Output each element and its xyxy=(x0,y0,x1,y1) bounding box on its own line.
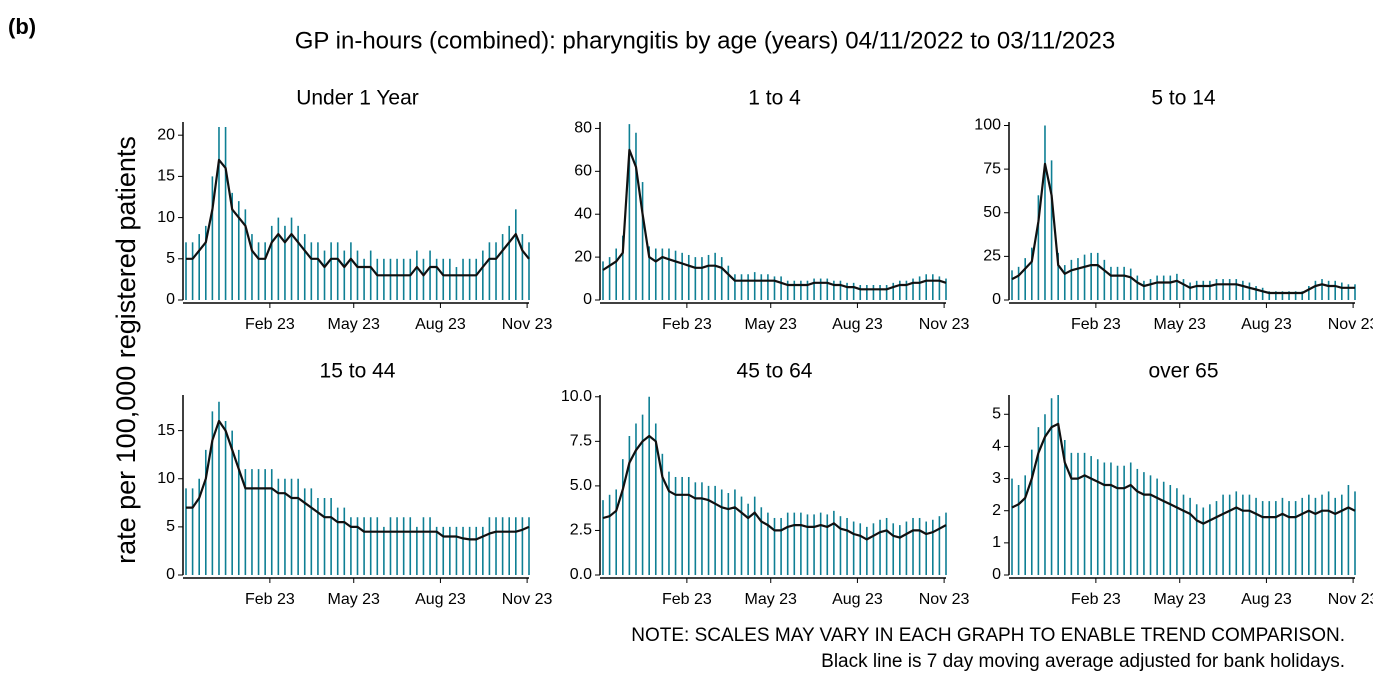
x-tick-label: May 23 xyxy=(1153,591,1206,608)
panel-title: 1 to 4 xyxy=(748,87,801,110)
moving-average-line xyxy=(602,148,947,291)
y-tick-label: 80 xyxy=(574,120,592,137)
panel-title: 45 to 64 xyxy=(737,360,813,383)
y-tick-label: 3 xyxy=(992,470,1001,487)
y-tick-label: 20 xyxy=(157,126,175,143)
moving-average-line xyxy=(186,158,530,277)
y-tick-label: 50 xyxy=(983,204,1001,221)
x-tick-label: Nov 23 xyxy=(502,316,553,333)
panel-title: 15 to 44 xyxy=(320,360,396,383)
panel-title: Under 1 Year xyxy=(296,87,419,110)
y-tick-label: 15 xyxy=(157,168,175,185)
x-tick-label: Aug 23 xyxy=(415,591,466,608)
note: Black line is 7 day moving average adjus… xyxy=(821,651,1345,672)
panel-title: 5 to 14 xyxy=(1151,87,1216,110)
x-tick-label: Nov 23 xyxy=(502,591,553,608)
y-tick-label: 60 xyxy=(574,163,592,180)
x-tick-label: May 23 xyxy=(744,591,797,608)
y-tick-label: 0 xyxy=(992,291,1001,308)
x-tick-label: Feb 23 xyxy=(1071,316,1121,333)
y-tick-label: 7.5 xyxy=(570,433,592,450)
moving-average-line xyxy=(1011,162,1355,295)
y-tick-label: 0 xyxy=(166,291,175,308)
y-tick-label: 20 xyxy=(574,248,592,265)
x-tick-label: May 23 xyxy=(1153,316,1206,333)
y-tick-label: 25 xyxy=(983,248,1001,265)
y-tick-label: 0 xyxy=(583,291,592,308)
x-tick-label: May 23 xyxy=(327,591,380,608)
x-tick-label: May 23 xyxy=(744,316,797,333)
x-tick-label: Nov 23 xyxy=(919,591,970,608)
x-tick-label: Aug 23 xyxy=(1241,591,1292,608)
moving-average-line xyxy=(602,434,947,541)
x-tick-label: May 23 xyxy=(327,316,380,333)
note: NOTE: SCALES MAY VARY IN EACH GRAPH TO E… xyxy=(631,625,1345,646)
y-tick-label: 0 xyxy=(166,566,175,583)
x-tick-label: Feb 23 xyxy=(245,316,295,333)
y-tick-label: 5.0 xyxy=(570,477,592,494)
y-tick-label: 4 xyxy=(992,438,1001,455)
x-tick-label: Feb 23 xyxy=(245,591,295,608)
x-tick-label: Aug 23 xyxy=(832,316,883,333)
y-tick-label: 10.0 xyxy=(561,388,592,405)
panel-tag: (b) xyxy=(8,14,36,39)
y-tick-label: 40 xyxy=(574,205,592,222)
y-tick-label: 0.0 xyxy=(570,566,592,583)
moving-average-line xyxy=(186,419,530,541)
x-tick-label: Feb 23 xyxy=(662,316,712,333)
x-tick-label: Aug 23 xyxy=(832,591,883,608)
x-tick-label: Aug 23 xyxy=(415,316,466,333)
x-tick-label: Nov 23 xyxy=(919,316,970,333)
x-tick-label: Feb 23 xyxy=(662,591,712,608)
panel-title: over 65 xyxy=(1148,360,1218,383)
y-tick-label: 2 xyxy=(992,502,1001,519)
y-tick-label: 0 xyxy=(992,566,1001,583)
y-tick-label: 2.5 xyxy=(570,522,592,539)
chart-title: GP in-hours (combined): pharyngitis by a… xyxy=(295,27,1116,54)
moving-average-line xyxy=(1011,422,1356,525)
x-tick-label: Nov 23 xyxy=(1328,316,1373,333)
y-tick-label: 1 xyxy=(992,534,1001,551)
x-tick-label: Aug 23 xyxy=(1241,316,1292,333)
y-tick-label: 75 xyxy=(983,160,1001,177)
x-tick-label: Nov 23 xyxy=(1328,591,1373,608)
y-tick-label: 5 xyxy=(166,518,175,535)
y-tick-label: 100 xyxy=(974,117,1001,134)
y-tick-label: 5 xyxy=(992,406,1001,423)
y-axis-label: rate per 100,000 registered patients xyxy=(111,136,141,564)
x-tick-label: Feb 23 xyxy=(1071,591,1121,608)
y-tick-label: 5 xyxy=(166,250,175,267)
y-tick-label: 15 xyxy=(157,422,175,439)
y-tick-label: 10 xyxy=(157,470,175,487)
y-tick-label: 10 xyxy=(157,209,175,226)
